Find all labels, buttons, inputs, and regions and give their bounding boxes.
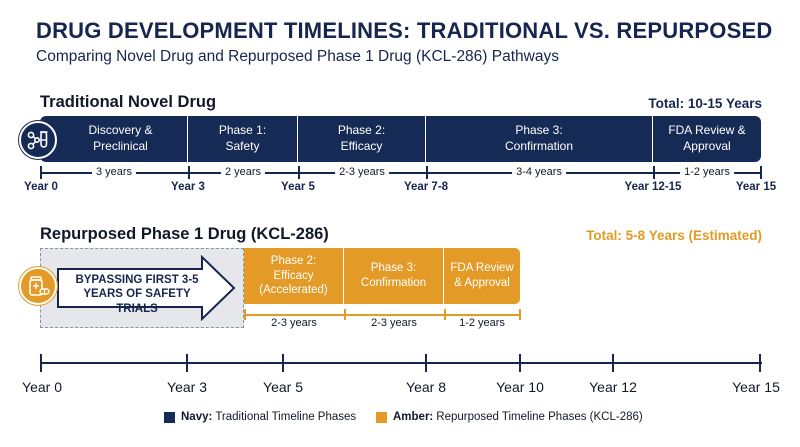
trad-phase-3: Phase 3: Confirmation [426,116,653,162]
trad-year-label: Year 15 [735,181,777,193]
legend-navy-text: Traditional Timeline Phases [215,411,357,423]
traditional-duration-axis [40,172,761,174]
trad-year-label: Year 5 [281,181,315,193]
trad-tick [653,166,655,179]
rep-phase-2: Phase 2: Efficacy (Accelerated) [244,248,344,304]
trad-duration-label: 2-3 years [335,166,389,178]
axis-label: Year 0 [22,379,62,395]
trad-year-label: Year 3 [171,181,205,193]
trad-duration-label: 3-4 years [512,166,566,178]
trad-phase-1: Phase 1: Safety [188,116,298,162]
trad-tick [426,166,428,179]
bypass-arrow-icon [57,255,236,321]
rep-duration-label: 1-2 years [459,317,505,329]
rep-tick [444,309,446,320]
legend-amber-key: Amber: [393,411,434,423]
trad-phase-fda: FDA Review & Approval [668,123,746,153]
rep-tick [244,309,246,320]
trad-tick [188,166,190,179]
repurposed-total: Total: 5-8 Years (Estimated) [586,228,762,243]
trad-tick [298,166,300,179]
legend-amber-text: Repurposed Timeline Phases (KCL-286) [436,411,643,423]
rep-duration-label: 2-3 years [271,317,317,329]
trad-year-label: Year 0 [24,181,58,193]
molecule-vial-icon [19,121,57,159]
axis-tick [759,354,761,372]
rep-duration-label: 2-3 years [371,317,417,329]
legend-navy-key: Navy: [181,411,213,423]
rep-tick [519,309,521,320]
legend-amber: Amber: Repurposed Timeline Phases (KCL-2… [376,411,643,423]
trad-duration-label: 2 years [220,166,266,178]
legend-amber-swatch [376,411,387,423]
trad-tick [760,166,762,179]
trad-phase-2: Phase 2: Efficacy [298,116,426,162]
axis-label: Year 5 [263,379,303,395]
bypass-text: BYPASSING FIRST 3-5 YEARS OF SAFETY TRIA… [75,274,199,315]
traditional-timeline-bar: Discovery & Preclinical Phase 1: Safety … [40,116,761,162]
axis-tick [425,354,427,372]
repurposed-duration-axis [244,314,520,316]
pill-bottle-icon [19,267,57,305]
trad-year-label: Year 7-8 [403,181,449,193]
axis-tick [282,354,284,372]
main-year-axis [40,362,762,364]
trad-duration-label: 1-2 years [680,166,734,178]
rep-phase-fda: FDA Review & Approval [450,262,514,289]
axis-label: Year 10 [496,379,544,395]
rep-phase-3: Phase 3: Confirmation [344,248,444,304]
repurposed-section-title: Repurposed Phase 1 Drug (KCL-286) [40,225,329,243]
axis-tick [519,354,521,372]
axis-tick [186,354,188,372]
axis-label: Year 15 [732,379,780,395]
axis-label: Year 12 [589,379,637,395]
axis-label: Year 8 [406,379,446,395]
traditional-total: Total: 10-15 Years [648,96,762,111]
trad-tick [40,166,42,179]
trad-phase-discovery: Discovery & Preclinical [40,116,188,162]
axis-tick [40,354,42,372]
legend-navy: Navy: Traditional Timeline Phases [164,411,356,423]
page-title: DRUG DEVELOPMENT TIMELINES: TRADITIONAL … [36,18,773,43]
axis-tick [612,354,614,372]
repurposed-timeline-bar: Phase 2: Efficacy (Accelerated) Phase 3:… [244,248,520,304]
axis-label: Year 3 [167,379,207,395]
traditional-section-title: Traditional Novel Drug [40,93,217,111]
trad-year-label: Year 12-15 [624,181,682,193]
legend-navy-swatch [164,411,175,423]
trad-duration-label: 3 years [91,166,137,178]
rep-tick [344,309,346,320]
page-subtitle: Comparing Novel Drug and Repurposed Phas… [36,48,559,65]
